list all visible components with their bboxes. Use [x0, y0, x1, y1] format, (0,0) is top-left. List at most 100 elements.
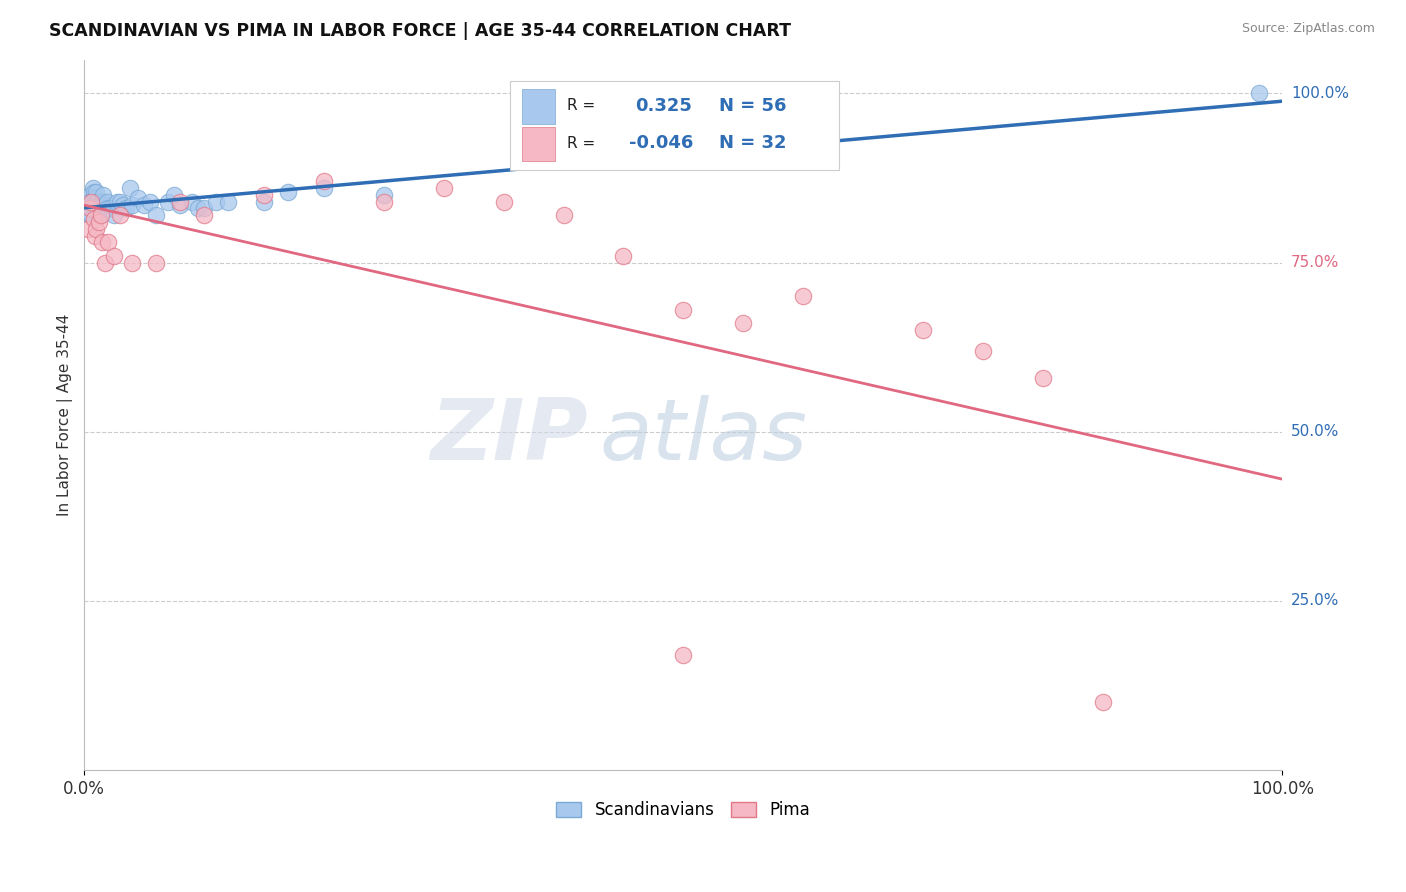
Point: [111, 198, 134, 212]
Point: [80, 194, 103, 209]
Point: [84, 202, 107, 216]
Point: [83, 211, 105, 226]
Point: [93, 255, 115, 269]
Point: [77, 221, 100, 235]
Point: [105, 194, 128, 209]
Point: [121, 255, 143, 269]
Text: 0.325: 0.325: [636, 96, 692, 115]
Point: [83, 185, 105, 199]
Point: [103, 208, 125, 222]
Point: [1091, 695, 1114, 709]
Point: [277, 185, 299, 199]
Text: 75.0%: 75.0%: [1291, 255, 1339, 270]
Point: [79, 188, 101, 202]
Point: [253, 194, 276, 209]
Point: [79, 208, 101, 222]
Point: [553, 208, 575, 222]
Point: [93, 188, 115, 202]
Point: [433, 181, 456, 195]
Point: [77, 198, 100, 212]
Point: [84, 204, 107, 219]
Point: [672, 648, 695, 662]
Point: [80, 194, 103, 209]
Point: [312, 181, 335, 195]
Text: 100.0%: 100.0%: [1291, 86, 1348, 101]
Point: [373, 194, 395, 209]
Point: [86, 202, 108, 216]
Point: [87, 208, 110, 222]
Point: [118, 181, 141, 195]
Point: [84, 194, 107, 209]
Point: [110, 194, 132, 209]
Point: [672, 302, 695, 317]
Point: [145, 255, 167, 269]
Point: [205, 194, 228, 209]
Point: [134, 198, 156, 212]
Point: [84, 191, 107, 205]
Point: [373, 188, 395, 202]
Y-axis label: In Labor Force | Age 35-44: In Labor Force | Age 35-44: [58, 314, 73, 516]
Point: [89, 208, 111, 222]
Text: Source: ZipAtlas.com: Source: ZipAtlas.com: [1241, 22, 1375, 36]
Point: [93, 198, 115, 212]
Point: [91, 235, 114, 250]
Point: [96, 194, 118, 209]
Point: [121, 198, 143, 212]
Point: [84, 228, 107, 243]
FancyBboxPatch shape: [522, 127, 555, 161]
Point: [86, 194, 108, 209]
Point: [82, 191, 104, 205]
Point: [733, 317, 755, 331]
Point: [169, 194, 191, 209]
Point: [139, 194, 162, 209]
Text: SCANDINAVIAN VS PIMA IN LABOR FORCE | AGE 35-44 CORRELATION CHART: SCANDINAVIAN VS PIMA IN LABOR FORCE | AG…: [49, 22, 792, 40]
Text: 50.0%: 50.0%: [1291, 425, 1339, 439]
Point: [97, 235, 120, 250]
Point: [1247, 87, 1270, 101]
Point: [76, 202, 98, 216]
Point: [87, 198, 110, 212]
Point: [115, 202, 138, 216]
Point: [193, 208, 215, 222]
Point: [90, 208, 112, 222]
Point: [312, 174, 335, 188]
FancyBboxPatch shape: [522, 89, 555, 123]
Point: [82, 181, 104, 195]
Point: [103, 249, 125, 263]
FancyBboxPatch shape: [509, 81, 839, 169]
Point: [77, 194, 100, 209]
Point: [82, 202, 104, 216]
Point: [181, 194, 204, 209]
Point: [145, 208, 167, 222]
Point: [187, 202, 209, 216]
Point: [87, 215, 110, 229]
Point: [972, 343, 994, 358]
Point: [792, 289, 814, 303]
Legend: Scandinavians, Pima: Scandinavians, Pima: [550, 794, 817, 826]
Text: N = 32: N = 32: [720, 135, 787, 153]
Point: [911, 323, 934, 337]
Point: [100, 202, 122, 216]
Point: [163, 188, 186, 202]
Point: [94, 202, 117, 216]
Point: [193, 202, 215, 216]
Point: [169, 198, 191, 212]
Point: [90, 198, 112, 212]
Text: N = 56: N = 56: [720, 96, 787, 115]
Text: ZIP: ZIP: [430, 394, 588, 477]
Point: [127, 191, 149, 205]
Point: [80, 208, 103, 222]
Point: [253, 188, 276, 202]
Text: 25.0%: 25.0%: [1291, 593, 1339, 608]
Point: [91, 204, 114, 219]
Point: [157, 194, 180, 209]
Point: [97, 202, 120, 216]
Point: [217, 194, 239, 209]
Text: R =: R =: [567, 136, 595, 151]
Point: [91, 194, 114, 209]
Point: [77, 204, 100, 219]
Point: [79, 202, 101, 216]
Point: [1032, 370, 1054, 384]
Point: [83, 198, 105, 212]
Text: -0.046: -0.046: [630, 135, 693, 153]
